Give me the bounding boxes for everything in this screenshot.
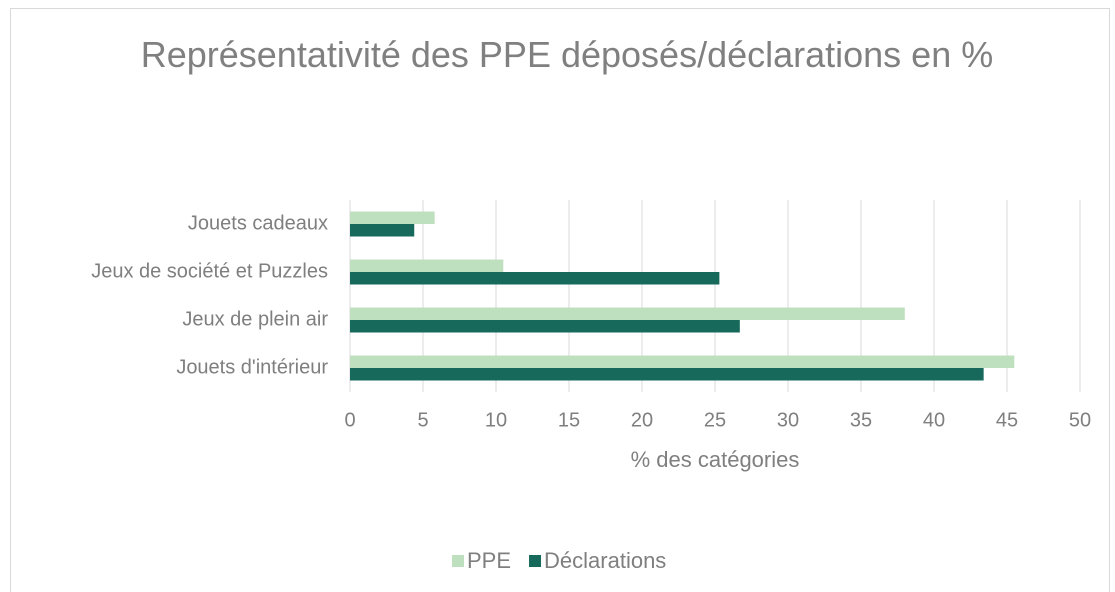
x-tick-label: 0 [344, 409, 355, 431]
bar [350, 224, 415, 237]
x-tick-label: 5 [417, 409, 428, 431]
x-tick-label: 25 [704, 409, 726, 431]
bar [350, 368, 984, 381]
chart-title: Représentativité des PPE déposés/déclara… [140, 34, 994, 75]
bar [350, 259, 504, 272]
legend-label: Déclarations [544, 548, 666, 573]
x-tick-label: 40 [923, 409, 945, 431]
x-tick-label: 15 [558, 409, 580, 431]
legend-label: PPE [467, 548, 511, 573]
x-tick-label: 10 [485, 409, 507, 431]
chart-border [10, 8, 1110, 592]
x-tick-label: 20 [631, 409, 653, 431]
x-tick-label: 50 [1069, 409, 1091, 431]
y-tick-label: Jouets d'intérieur [176, 356, 328, 378]
bar [350, 211, 435, 224]
x-tick-label: 30 [777, 409, 799, 431]
legend-swatch [452, 555, 464, 567]
y-tick-label: Jouets cadeaux [188, 212, 328, 234]
x-tick-label: 45 [996, 409, 1018, 431]
y-tick-label: Jeux de société et Puzzles [91, 260, 328, 282]
bar [350, 307, 905, 320]
x-axis-title: % des catégories [631, 447, 800, 472]
bar [350, 272, 720, 285]
bar [350, 320, 740, 333]
x-tick-label: 35 [850, 409, 872, 431]
bar [350, 355, 1015, 368]
y-tick-label: Jeux de plein air [182, 308, 328, 330]
legend-swatch [529, 555, 542, 567]
